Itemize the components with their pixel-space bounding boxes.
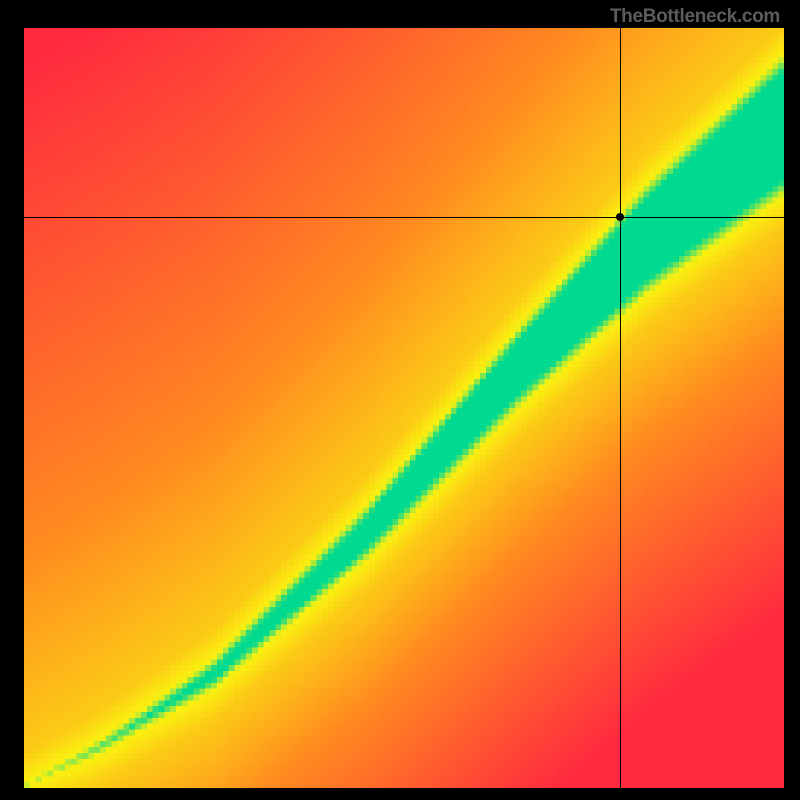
- bottleneck-heatmap: [24, 28, 784, 788]
- chart-frame: [24, 28, 784, 788]
- crosshair-horizontal: [24, 217, 784, 218]
- crosshair-vertical: [620, 28, 621, 788]
- watermark: TheBottleneck.com: [610, 6, 780, 28]
- crosshair-dot: [616, 213, 624, 221]
